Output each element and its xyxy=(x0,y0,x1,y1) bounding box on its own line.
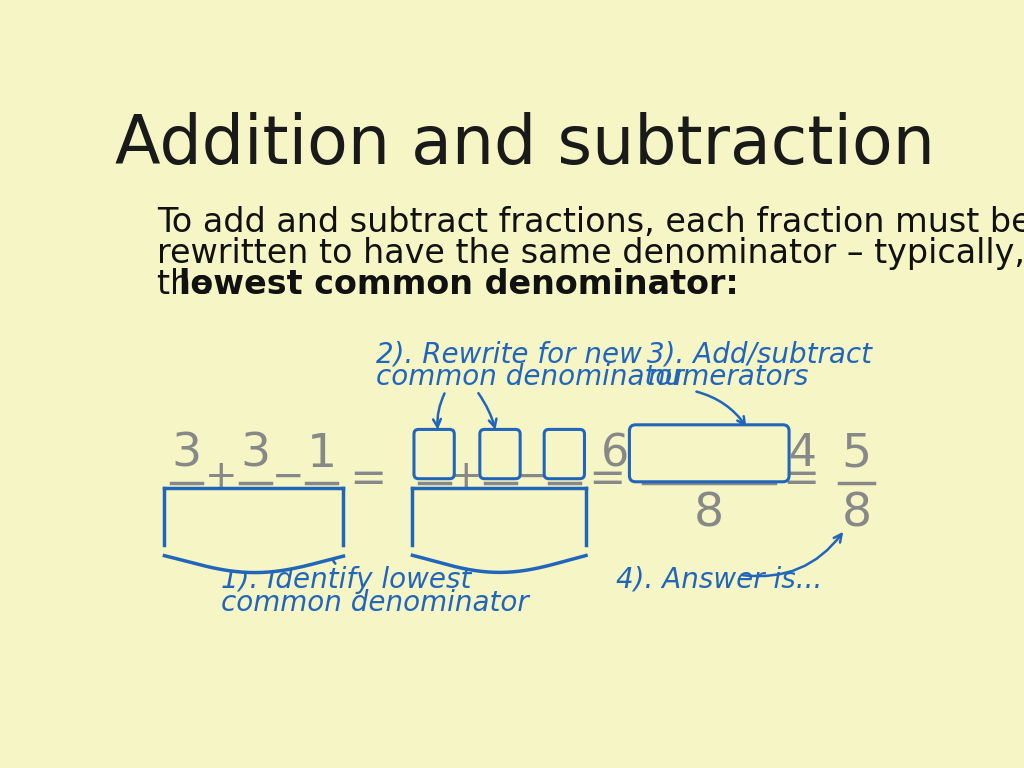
Text: 8: 8 xyxy=(485,492,515,537)
Text: the: the xyxy=(158,268,222,301)
Text: +: + xyxy=(205,458,238,496)
Text: 1: 1 xyxy=(306,432,337,477)
Text: To add and subtract fractions, each fraction must be: To add and subtract fractions, each frac… xyxy=(158,206,1024,239)
Text: lowest common denominator:: lowest common denominator: xyxy=(179,268,739,301)
Text: 8: 8 xyxy=(842,492,871,537)
Text: 3). Add/subtract: 3). Add/subtract xyxy=(647,340,872,368)
Polygon shape xyxy=(413,488,586,572)
Text: rewritten to have the same denominator – typically,: rewritten to have the same denominator –… xyxy=(158,237,1024,270)
Text: 6: 6 xyxy=(419,432,450,477)
Text: 4: 4 xyxy=(171,492,201,537)
Text: Addition and subtraction: Addition and subtraction xyxy=(115,111,935,177)
Text: 4: 4 xyxy=(549,432,580,477)
Text: 5: 5 xyxy=(842,432,871,477)
FancyBboxPatch shape xyxy=(544,429,585,478)
Text: 8: 8 xyxy=(419,492,450,537)
Text: numerators: numerators xyxy=(647,363,809,391)
Text: 2: 2 xyxy=(306,492,337,537)
Text: 2). Rewrite for new: 2). Rewrite for new xyxy=(376,340,642,368)
Text: common denominator: common denominator xyxy=(376,363,684,391)
Text: 3: 3 xyxy=(171,432,201,477)
Text: =: = xyxy=(782,458,819,501)
Text: 8: 8 xyxy=(241,492,271,537)
FancyBboxPatch shape xyxy=(630,425,790,482)
Polygon shape xyxy=(165,488,343,573)
Text: −: − xyxy=(515,458,548,496)
Text: =: = xyxy=(588,458,626,501)
Text: +: + xyxy=(451,458,483,496)
Text: 6 + 3 − 4: 6 + 3 − 4 xyxy=(601,432,817,475)
Text: 8: 8 xyxy=(549,492,580,537)
Text: 3: 3 xyxy=(241,432,271,477)
Text: 3: 3 xyxy=(485,432,515,477)
Text: −: − xyxy=(272,458,305,496)
FancyBboxPatch shape xyxy=(480,429,520,478)
Text: 4). Answer is...: 4). Answer is... xyxy=(616,566,822,594)
Text: =: = xyxy=(349,458,387,501)
FancyBboxPatch shape xyxy=(414,429,455,478)
Text: common denominator: common denominator xyxy=(221,589,528,617)
Text: 1). Identify lowest: 1). Identify lowest xyxy=(221,566,471,594)
Text: 8: 8 xyxy=(694,492,724,537)
